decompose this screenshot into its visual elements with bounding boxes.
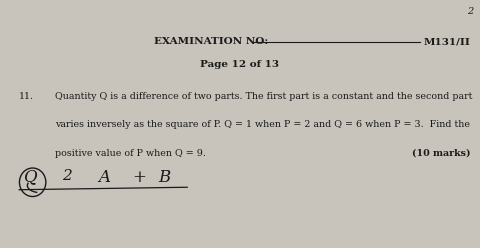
Text: Q: Q (24, 169, 37, 186)
Text: A: A (98, 169, 110, 186)
Text: varies inversely as the square of P. Q = 1 when P = 2 and Q = 6 when P = 3.  Fin: varies inversely as the square of P. Q =… (55, 120, 470, 129)
Text: positive value of P when Q = 9.: positive value of P when Q = 9. (55, 149, 206, 158)
Text: Page 12 of 13: Page 12 of 13 (201, 60, 279, 68)
Text: +: + (132, 169, 146, 186)
Text: M131/II: M131/II (423, 37, 470, 46)
Text: B: B (158, 169, 171, 186)
Text: Quantity Q is a difference of two parts. The first part is a constant and the se: Quantity Q is a difference of two parts.… (55, 92, 473, 101)
Text: 2: 2 (62, 169, 72, 183)
Text: EXAMINATION NO:: EXAMINATION NO: (154, 37, 268, 46)
Text: (10 marks): (10 marks) (412, 149, 470, 158)
Text: 11.: 11. (19, 92, 34, 101)
Text: 2: 2 (467, 7, 473, 16)
